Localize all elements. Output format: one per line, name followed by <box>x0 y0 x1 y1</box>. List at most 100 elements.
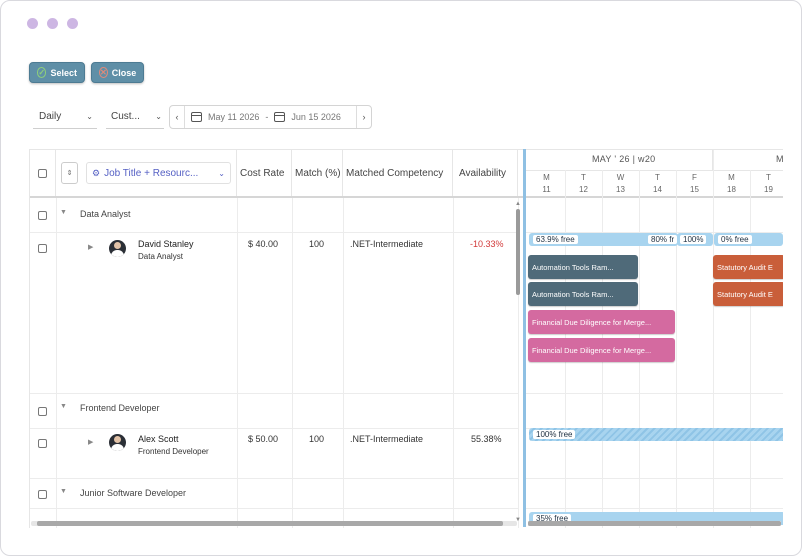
availability-bar[interactable]: 63.9% free <box>529 233 677 246</box>
scroll-down-icon[interactable]: ▼ <box>515 517 521 523</box>
close-button-label: Close <box>111 67 137 78</box>
availability-label: 100% <box>680 235 707 244</box>
expand-icon[interactable]: ▶ <box>88 244 94 251</box>
task-bar[interactable]: Financial Due Diligence for Merge... <box>528 338 675 362</box>
scroll-up-icon[interactable]: ▲ <box>515 201 521 207</box>
window-dot[interactable] <box>47 18 58 29</box>
view-mode-dropdown[interactable]: Daily ⌄ <box>33 105 97 129</box>
scrollbar-thumb[interactable] <box>37 521 503 526</box>
avatar <box>109 240 126 257</box>
gantt-resource-row: 63.9% free 80% fr 100% 0% free Automatio… <box>526 233 783 394</box>
day-date: 18 <box>727 185 736 194</box>
day-column: W 13 <box>602 170 639 196</box>
availability-bar[interactable]: 0% free <box>714 233 783 246</box>
day-column: T 19 <box>750 170 783 196</box>
collapse-icon[interactable]: ▼ <box>60 209 67 216</box>
gantt-group-row <box>526 479 783 509</box>
task-bar[interactable]: Statutory Audit E <box>713 255 783 279</box>
date-range-picker: ‹ May 11 2026 - Jun 15 2026 › <box>169 105 372 129</box>
availability-value: -10.33% <box>470 239 504 249</box>
expand-icon[interactable]: ▶ <box>88 439 94 446</box>
grid-vertical-scrollbar[interactable]: ▲ ▼ <box>515 201 521 523</box>
day-of-week: T <box>581 173 586 182</box>
week-divider <box>712 150 713 170</box>
day-date: 14 <box>653 185 662 194</box>
day-date: 19 <box>764 185 773 194</box>
resource-name: David Stanley <box>138 239 194 249</box>
task-bar[interactable]: Statutory Audit E <box>713 282 783 306</box>
availability-label: 63.9% free <box>533 235 578 244</box>
scrollbar-thumb[interactable] <box>528 521 781 526</box>
header-match[interactable]: Match (%) <box>292 150 343 196</box>
window-dot[interactable] <box>67 18 78 29</box>
group-label: Data Analyst <box>80 209 131 219</box>
day-date: 15 <box>690 185 699 194</box>
day-of-week: T <box>655 173 660 182</box>
row-checkbox[interactable] <box>38 439 47 448</box>
header-select-all <box>30 150 56 196</box>
resource-row[interactable]: ▶ David Stanley Data Analyst $ 40.00 100… <box>30 233 518 394</box>
header-cost-rate[interactable]: Cost Rate <box>237 150 292 196</box>
header-availability[interactable]: Availability <box>453 150 518 196</box>
column-divider <box>343 198 344 528</box>
task-bar[interactable]: Financial Due Diligence for Merge... <box>528 310 675 334</box>
row-checkbox[interactable] <box>38 490 47 499</box>
group-row[interactable]: ▼ Junior Software Developer <box>30 479 518 509</box>
job-title-header-label: Job Title + Resourc... <box>104 167 199 179</box>
collapse-icon[interactable]: ▼ <box>60 403 67 410</box>
availability-bar[interactable]: 80% fr <box>644 233 678 246</box>
task-bar[interactable]: Automation Tools Ram... <box>528 282 638 306</box>
calendar-icon[interactable] <box>191 112 202 122</box>
day-of-week: W <box>616 173 625 182</box>
job-title-group-field[interactable]: ⚙ Job Title + Resourc... ⌄ <box>86 162 231 184</box>
grid-horizontal-scrollbar[interactable] <box>31 521 517 526</box>
week-gridline <box>713 150 714 528</box>
select-all-checkbox[interactable] <box>38 168 47 178</box>
group-label: Junior Software Developer <box>80 488 187 498</box>
task-bar[interactable]: Automation Tools Ram... <box>528 255 638 279</box>
header-competency[interactable]: Matched Competency <box>343 150 453 196</box>
start-date-field[interactable]: May 11 2026 <box>208 112 260 122</box>
availability-value: 55.38% <box>471 434 502 444</box>
chevron-down-icon: ⌄ <box>86 112 93 121</box>
day-column: T 12 <box>565 170 602 196</box>
gantt-horizontal-scrollbar[interactable] <box>528 521 781 526</box>
match-value: 100 <box>309 434 325 444</box>
gantt-group-row <box>526 198 783 233</box>
splitter[interactable] <box>523 149 526 527</box>
row-checkbox[interactable] <box>38 244 47 253</box>
end-date-field[interactable]: Jun 15 2026 <box>291 112 341 122</box>
day-column: F 15 <box>676 170 713 196</box>
collapse-icon[interactable]: ▼ <box>60 488 67 495</box>
cost-rate-value: $ 40.00 <box>248 239 279 249</box>
chevron-right-icon[interactable]: › <box>356 106 371 128</box>
resource-row[interactable]: ▶ Alex Scott Frontend Developer $ 50.00 … <box>30 429 518 479</box>
window-dot[interactable] <box>27 18 38 29</box>
resource-name: Alex Scott <box>138 434 179 444</box>
group-row[interactable]: ▼ Frontend Developer <box>30 394 518 429</box>
row-checkbox[interactable] <box>38 407 47 416</box>
availability-bar[interactable]: 100% <box>677 233 713 246</box>
day-of-week: M <box>543 173 550 182</box>
chevron-left-icon[interactable]: ‹ <box>170 106 185 128</box>
day-of-week: T <box>766 173 771 182</box>
sort-icon[interactable]: ⇕ <box>61 162 78 184</box>
availability-label: 100% free <box>533 430 576 439</box>
date-separator: - <box>265 112 269 122</box>
group-row[interactable]: ▼ Data Analyst <box>30 198 518 233</box>
availability-bar[interactable]: 100% free <box>529 428 783 441</box>
calendar-icon[interactable] <box>274 112 286 122</box>
row-checkbox[interactable] <box>38 211 47 220</box>
match-header-label: Match (%) <box>295 167 341 179</box>
check-circle-icon: ✓ <box>37 67 47 78</box>
custom-range-value: Cust... <box>111 111 140 122</box>
group-label: Frontend Developer <box>80 403 160 413</box>
cost-rate-value: $ 50.00 <box>248 434 279 444</box>
close-button[interactable]: ✕ Close <box>91 62 144 83</box>
day-of-week: M <box>728 173 735 182</box>
match-value: 100 <box>309 239 325 249</box>
scrollbar-thumb[interactable] <box>516 209 520 295</box>
select-button[interactable]: ✓ Select <box>29 62 85 83</box>
column-divider <box>292 198 293 528</box>
custom-range-dropdown[interactable]: Cust... ⌄ <box>106 105 164 129</box>
